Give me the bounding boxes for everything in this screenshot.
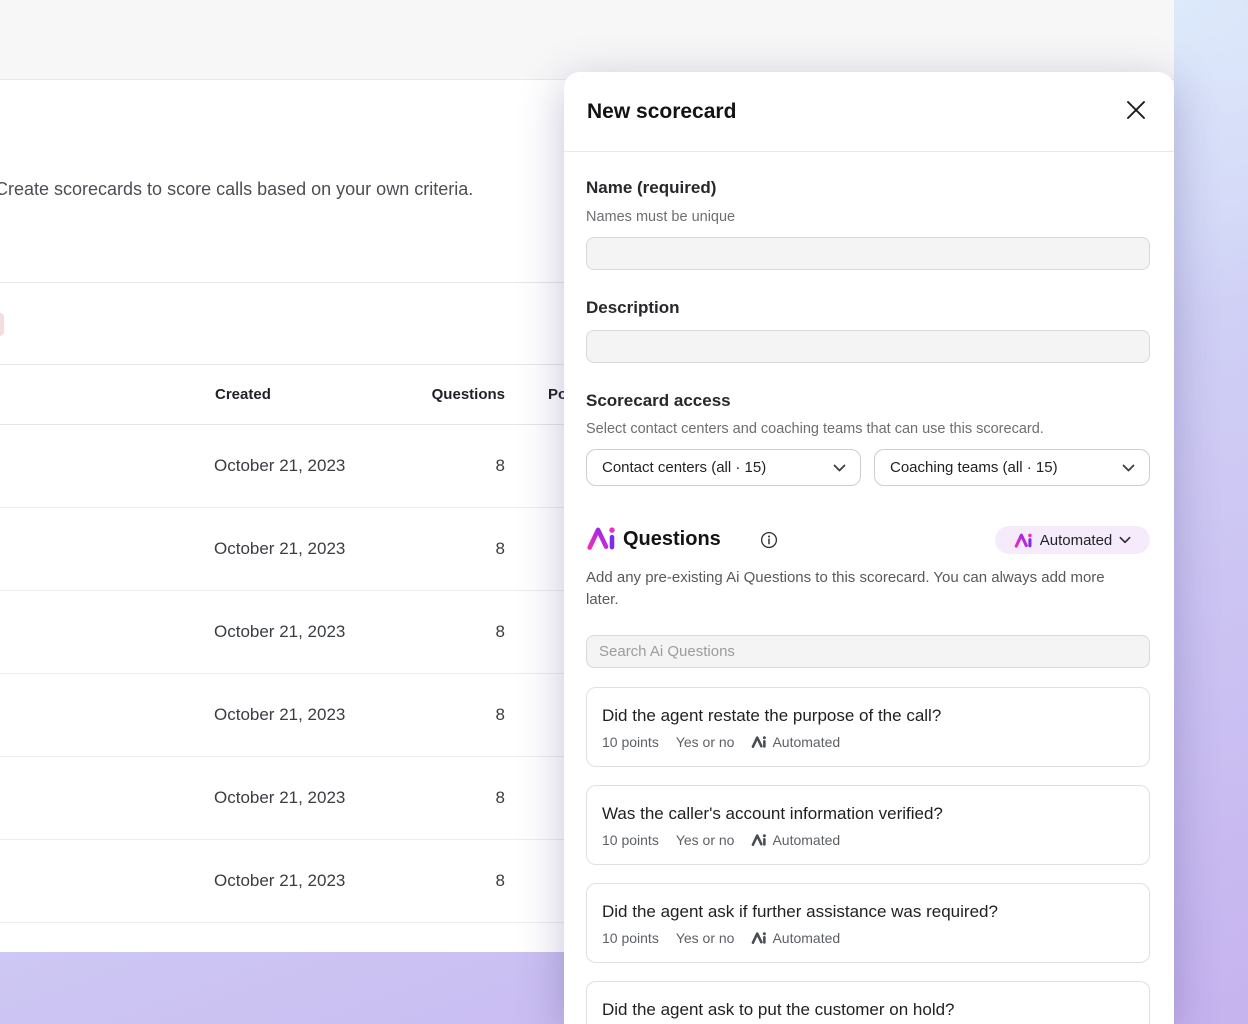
question-title: Did the agent restate the purpose of the… — [602, 706, 942, 725]
ai-question-card[interactable]: Did the agent ask to put the customer on… — [586, 981, 1150, 1024]
chevron-down-icon — [1122, 464, 1135, 472]
search-ai-questions-input[interactable] — [586, 635, 1150, 668]
questions-helper-text: Add any pre-existing Ai Questions to thi… — [586, 569, 1105, 608]
question-points: 10 points — [602, 930, 659, 946]
ai-logo-icon — [1014, 532, 1033, 549]
ai-question-card[interactable]: Did the agent restate the purpose of the… — [586, 687, 1150, 767]
ai-question-card[interactable]: Was the caller's account information ver… — [586, 785, 1150, 865]
name-input[interactable] — [586, 237, 1150, 270]
contact-centers-dropdown[interactable]: Contact centers (all · 15) — [586, 449, 861, 486]
name-helper-text: Names must be unique — [586, 209, 736, 225]
column-header-questions: Questions — [431, 386, 505, 403]
cell-questions: 8 — [495, 456, 505, 475]
question-type: Yes or no — [675, 832, 735, 848]
column-header-created: Created — [215, 386, 271, 403]
chevron-down-icon — [1119, 536, 1131, 544]
question-points: 10 points — [602, 832, 659, 848]
cell-questions: 8 — [495, 788, 505, 807]
cell-created: October 21, 2023 — [214, 871, 346, 890]
ai-logo-icon — [751, 735, 767, 749]
coaching-teams-dropdown[interactable]: Coaching teams (all · 15) — [874, 449, 1150, 486]
automated-badge-label: Automated — [1039, 531, 1113, 549]
ai-logo-icon — [751, 833, 767, 847]
cell-questions: 8 — [495, 539, 505, 558]
question-meta: 10 points Yes or no Automated — [602, 832, 1133, 848]
close-icon — [1124, 98, 1148, 122]
new-scorecard-drawer: New scorecard Name (required) Names must… — [564, 72, 1174, 1024]
automated-mode-dropdown[interactable]: Automated — [995, 526, 1150, 554]
close-button[interactable] — [1123, 97, 1149, 123]
question-title: Did the agent ask if further assistance … — [602, 902, 998, 921]
cell-questions: 8 — [495, 622, 505, 641]
description-label: Description — [586, 298, 680, 317]
question-points: 10 points — [602, 734, 659, 750]
question-meta: 10 points Yes or no Automated — [602, 930, 1133, 946]
question-meta: 10 points Yes or no Automated — [602, 734, 1133, 750]
ai-logo-icon — [751, 931, 767, 945]
scorecard-access-helper: Select contact centers and coaching team… — [586, 421, 1044, 437]
question-type: Yes or no — [675, 930, 735, 946]
cell-created: October 21, 2023 — [214, 456, 346, 475]
chevron-down-icon — [833, 464, 846, 472]
cell-created: October 21, 2023 — [214, 539, 346, 558]
info-icon[interactable] — [760, 531, 778, 549]
questions-section-label: Questions — [623, 528, 721, 550]
question-mode: Automated — [772, 930, 841, 946]
cell-created: October 21, 2023 — [214, 788, 346, 807]
coaching-teams-value: Coaching teams (all · 15) — [890, 459, 1058, 476]
question-title: Did the agent ask to put the customer on… — [602, 1000, 955, 1019]
scorecard-access-label: Scorecard access — [586, 391, 731, 410]
question-title: Was the caller's account information ver… — [602, 804, 943, 823]
cell-created: October 21, 2023 — [214, 705, 346, 724]
ai-question-card[interactable]: Did the agent ask if further assistance … — [586, 883, 1150, 963]
drawer-header: New scorecard — [564, 72, 1174, 152]
cell-questions: 8 — [495, 705, 505, 724]
name-label: Name (required) — [586, 178, 717, 197]
contact-centers-value: Contact centers (all · 15) — [602, 459, 767, 476]
page-topbar — [0, 0, 1174, 80]
drawer-title: New scorecard — [587, 100, 737, 123]
question-mode: Automated — [772, 832, 841, 848]
question-mode: Automated — [772, 734, 841, 750]
ai-logo-icon — [586, 524, 617, 553]
cell-questions: 8 — [495, 871, 505, 890]
page-intro-text: Create scorecards to score calls based o… — [0, 179, 474, 199]
description-input[interactable] — [586, 330, 1150, 363]
question-type: Yes or no — [675, 734, 735, 750]
cut-off-button-edge — [0, 313, 4, 336]
cell-created: October 21, 2023 — [214, 622, 346, 641]
